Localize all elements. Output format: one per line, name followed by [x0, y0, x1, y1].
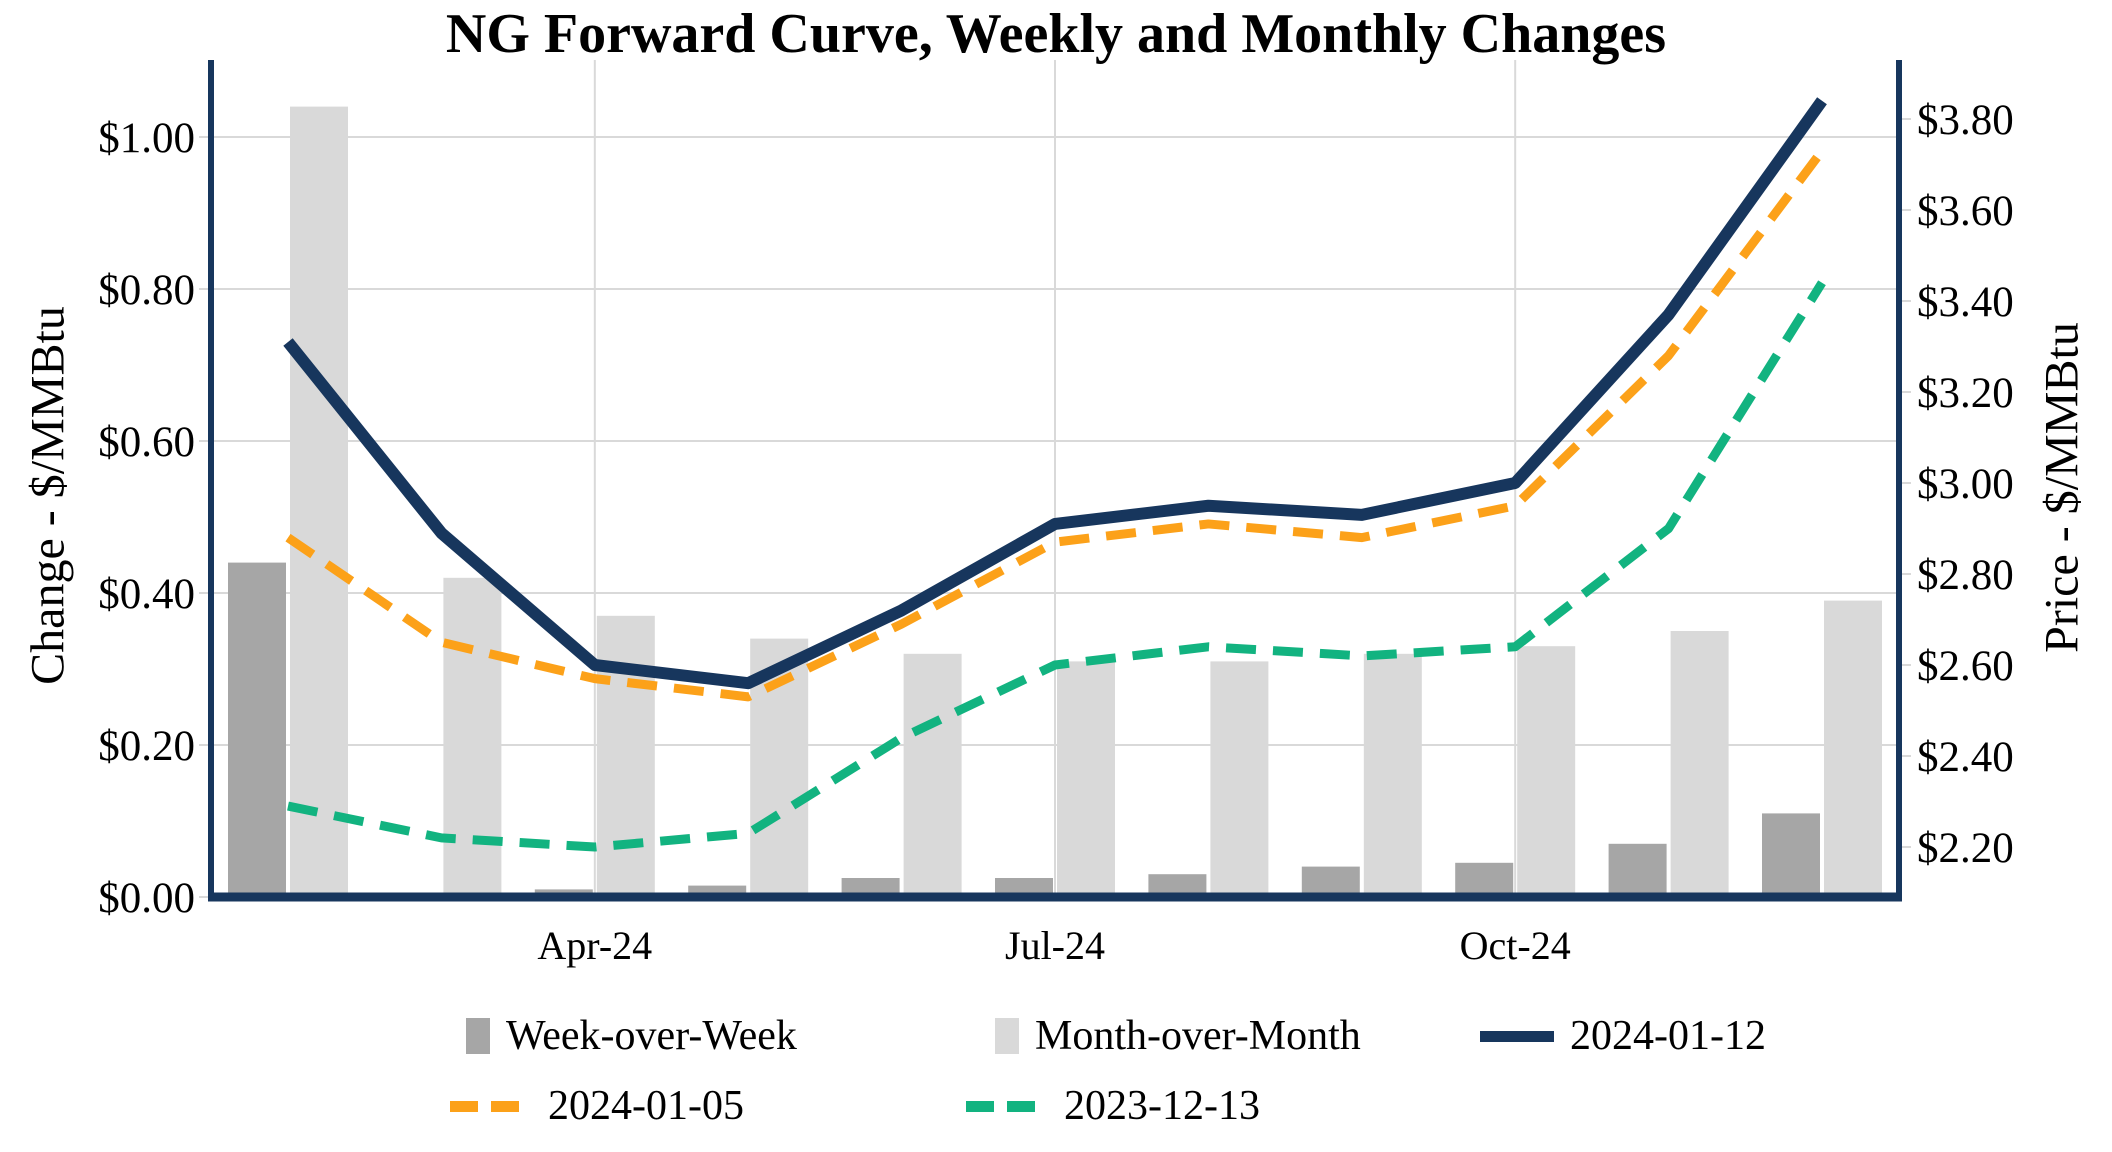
bar-month-over-month	[1057, 661, 1115, 897]
bar-week-over-week	[841, 878, 900, 897]
legend-item-month-over-month: Month-over-Month	[995, 1010, 1361, 1062]
undefined	[285, 148, 1826, 702]
legend-bar-swatch	[995, 1018, 1019, 1054]
bar-month-over-month	[1670, 631, 1729, 897]
right-axis-tick-label: $3.60	[1917, 188, 2014, 235]
legend-label: 2024-01-12	[1570, 1013, 1766, 1059]
x-axis-tick-label: Jul-24	[1005, 923, 1105, 968]
right-axis-tick-label: $2.80	[1917, 552, 2014, 599]
right-axis-tick-label: $3.00	[1917, 461, 2014, 508]
right-axis-tick-label: $2.20	[1917, 825, 2014, 872]
legend-dash-swatch	[966, 1100, 1048, 1112]
right-axis-title: Price - $/MMBtu	[2035, 322, 2089, 653]
right-axis-tick-label: $3.80	[1917, 97, 2014, 144]
bar-month-over-month	[1363, 653, 1422, 897]
left-axis-tick-label: $0.60	[98, 419, 195, 466]
chart-title: NG Forward Curve, Weekly and Monthly Cha…	[445, 3, 1667, 65]
undefined	[287, 280, 1826, 852]
bar-week-over-week	[1148, 874, 1207, 897]
bar-month-over-month	[1210, 661, 1269, 897]
left-axis-tick-label: $0.20	[98, 723, 195, 770]
right-axis-tick-label: $2.60	[1917, 643, 2014, 690]
left-axis-tick-label: $0.40	[98, 571, 195, 618]
legend-label: 2023-12-13	[1064, 1083, 1260, 1129]
left-axis-title: Change - $/MMBtu	[21, 306, 75, 685]
bar-week-over-week	[995, 878, 1053, 897]
right-axis-tick-label: $2.40	[1917, 734, 2014, 781]
bar-week-over-week	[228, 562, 286, 897]
bar-month-over-month	[443, 577, 502, 897]
bar-week-over-week	[688, 885, 747, 897]
bar-month-over-month	[903, 653, 962, 897]
left-axis-tick-label: $1.00	[98, 115, 195, 162]
undefined	[283, 97, 1827, 690]
bar-week-over-week	[1301, 866, 1360, 897]
legend-line-swatch	[1480, 1030, 1554, 1042]
left-axis-tick-label: $0.80	[98, 267, 195, 314]
legend-item-2023-12-13: 2023-12-13	[966, 1080, 1260, 1132]
legend-item-2024-01-05: 2024-01-05	[450, 1080, 744, 1132]
bar-week-over-week	[1608, 843, 1667, 897]
legend-label: Week-over-Week	[506, 1013, 797, 1059]
bar-month-over-month	[290, 106, 348, 898]
legend-dash-swatch	[450, 1100, 532, 1112]
bar-month-over-month	[1824, 600, 1882, 897]
bar-week-over-week	[1762, 813, 1820, 897]
bar-month-over-month	[1517, 646, 1576, 897]
left-axis-tick-label: $0.00	[98, 875, 195, 922]
legend-bar-swatch	[466, 1018, 490, 1054]
legend-item-week-over-week: Week-over-Week	[466, 1010, 797, 1062]
legend-item-2024-01-12: 2024-01-12	[1480, 1010, 1766, 1062]
legend-label: Month-over-Month	[1035, 1013, 1361, 1059]
legend-label: 2024-01-05	[548, 1083, 744, 1129]
x-axis-tick-label: Oct-24	[1460, 923, 1571, 968]
right-axis-tick-label: $3.40	[1917, 279, 2014, 326]
x-axis-tick-label: Apr-24	[537, 923, 652, 968]
right-axis-tick-label: $3.20	[1917, 370, 2014, 417]
bar-month-over-month	[596, 615, 655, 897]
bar-week-over-week	[1455, 862, 1514, 897]
